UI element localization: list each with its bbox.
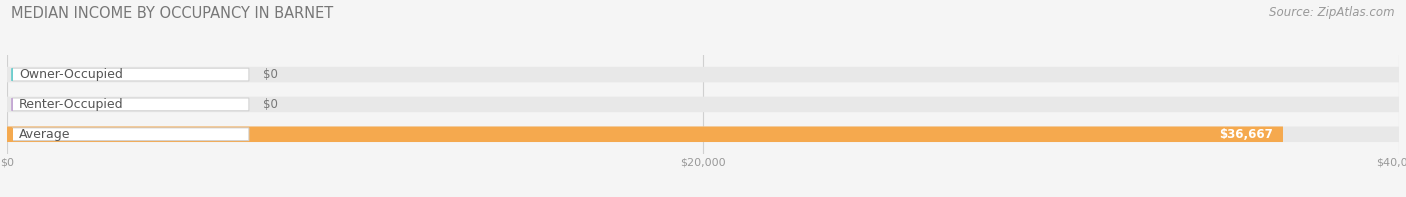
Text: Renter-Occupied: Renter-Occupied [20,98,124,111]
Text: MEDIAN INCOME BY OCCUPANCY IN BARNET: MEDIAN INCOME BY OCCUPANCY IN BARNET [11,6,333,21]
FancyBboxPatch shape [7,97,1399,112]
Text: Average: Average [20,128,70,141]
FancyBboxPatch shape [7,126,1284,142]
Text: $36,667: $36,667 [1219,128,1272,141]
FancyBboxPatch shape [13,98,249,111]
FancyBboxPatch shape [7,126,1399,142]
Text: $0: $0 [263,68,277,81]
Text: $0: $0 [263,98,277,111]
FancyBboxPatch shape [13,128,249,141]
Text: Owner-Occupied: Owner-Occupied [20,68,124,81]
Text: Source: ZipAtlas.com: Source: ZipAtlas.com [1270,6,1395,19]
FancyBboxPatch shape [7,67,1399,82]
FancyBboxPatch shape [13,68,249,81]
